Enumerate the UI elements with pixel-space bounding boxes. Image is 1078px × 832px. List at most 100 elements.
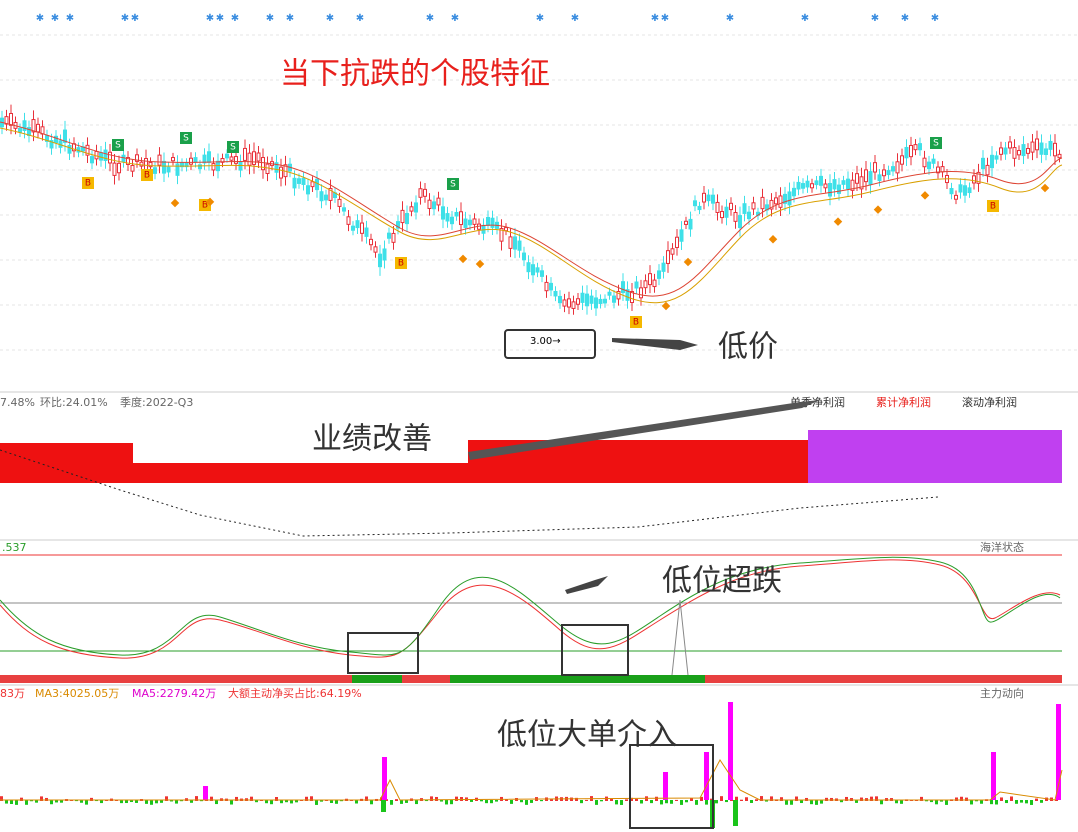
sell-icon bbox=[930, 137, 942, 149]
flow-stat: 83万 bbox=[0, 687, 25, 700]
candle-body bbox=[346, 216, 351, 225]
star: ✱ bbox=[266, 13, 274, 24]
flow-bar bbox=[320, 800, 323, 802]
candle-body bbox=[391, 232, 396, 243]
flow-bar bbox=[625, 799, 628, 801]
candle-body bbox=[94, 150, 99, 160]
diamond bbox=[1040, 183, 1050, 193]
candle-body bbox=[720, 211, 724, 219]
candle-body bbox=[1012, 147, 1017, 159]
flow-bar bbox=[995, 800, 998, 805]
flow-bar bbox=[980, 800, 983, 804]
star: ✱ bbox=[726, 13, 734, 24]
candle-body bbox=[130, 164, 135, 172]
candle-body bbox=[706, 194, 711, 202]
candle-body bbox=[661, 262, 666, 272]
candle-body bbox=[297, 178, 301, 184]
candle-body bbox=[859, 176, 864, 190]
annotation: 低价 bbox=[718, 330, 778, 365]
star: ✱ bbox=[571, 13, 579, 24]
sell-marker: S bbox=[183, 134, 189, 144]
candle-body bbox=[607, 291, 612, 296]
candle-body bbox=[837, 184, 841, 194]
candle-body bbox=[652, 279, 657, 288]
annotation: 低位超跌 bbox=[662, 564, 782, 599]
candle-body bbox=[513, 236, 517, 250]
flow-bar bbox=[780, 797, 783, 801]
flow-spike bbox=[1056, 704, 1061, 800]
flow-bar bbox=[10, 800, 13, 805]
flow-bar bbox=[790, 800, 793, 805]
candle-body bbox=[414, 202, 418, 213]
flow-bar bbox=[505, 799, 508, 801]
flow-bar bbox=[620, 800, 623, 805]
flow-bar bbox=[90, 797, 93, 801]
candle-body bbox=[958, 184, 963, 193]
candle-body bbox=[864, 169, 868, 183]
candle-body bbox=[189, 157, 193, 165]
flow-bar bbox=[710, 798, 713, 801]
candle-body bbox=[540, 270, 544, 277]
flow-bar bbox=[270, 800, 273, 805]
flow-bar bbox=[395, 799, 398, 801]
highlight-box bbox=[347, 632, 419, 674]
state-strip bbox=[450, 675, 705, 683]
profit-stat: 环比:24.01% bbox=[40, 396, 108, 409]
buy-icon bbox=[141, 169, 153, 181]
candle-body bbox=[454, 211, 459, 217]
flow-bar bbox=[55, 800, 58, 803]
flow-bar bbox=[940, 800, 943, 802]
star: ✱ bbox=[216, 13, 224, 24]
flow-bar bbox=[285, 800, 288, 803]
flow-bar bbox=[75, 800, 78, 802]
candle-body bbox=[369, 238, 373, 246]
candle-body bbox=[400, 209, 405, 224]
candle-body bbox=[675, 236, 679, 248]
candle-body bbox=[738, 215, 742, 229]
candle-body bbox=[441, 206, 445, 220]
flow-bar bbox=[445, 800, 448, 805]
star: ✱ bbox=[801, 13, 809, 24]
flow-bar bbox=[100, 800, 103, 804]
flow-bar bbox=[770, 796, 773, 801]
candle-body bbox=[868, 171, 873, 185]
candle-body bbox=[144, 158, 148, 171]
candle-body bbox=[166, 166, 171, 173]
flow-bar bbox=[95, 800, 98, 802]
candle-body bbox=[198, 164, 202, 170]
flow-bar bbox=[415, 800, 418, 805]
candle-body bbox=[301, 177, 306, 185]
state-strip bbox=[352, 675, 402, 683]
flow-bar bbox=[1025, 800, 1028, 804]
flow-bar bbox=[215, 800, 218, 805]
candle-body bbox=[373, 246, 378, 253]
candle-body bbox=[405, 213, 409, 225]
candle-body bbox=[1053, 142, 1057, 157]
candle-body bbox=[18, 127, 22, 133]
osc-line bbox=[0, 559, 1061, 659]
candle-body bbox=[153, 167, 157, 174]
flow-bar bbox=[425, 800, 428, 802]
candle-body bbox=[247, 152, 252, 166]
diamond bbox=[768, 235, 778, 244]
candle-body bbox=[904, 146, 909, 159]
candle-body bbox=[427, 199, 432, 209]
candle-body bbox=[657, 270, 661, 279]
diamond bbox=[920, 191, 930, 200]
candle-body bbox=[733, 212, 738, 222]
flow-bar bbox=[825, 797, 828, 801]
legend-item[interactable]: 累计净利润 bbox=[876, 395, 931, 409]
candle-body bbox=[99, 152, 103, 161]
flow-bar bbox=[390, 800, 393, 805]
flow-bar bbox=[35, 800, 38, 803]
flow-bar bbox=[175, 800, 178, 804]
flow-bar bbox=[1030, 800, 1033, 805]
candle-body bbox=[279, 166, 283, 179]
candle-body bbox=[873, 162, 877, 173]
legend-item[interactable]: 滚动净利润 bbox=[962, 395, 1017, 409]
candle-body bbox=[688, 218, 693, 230]
candle-body bbox=[1044, 148, 1048, 155]
flow-bar bbox=[930, 800, 933, 803]
candle-body bbox=[1003, 147, 1008, 155]
candle-body bbox=[148, 161, 153, 168]
